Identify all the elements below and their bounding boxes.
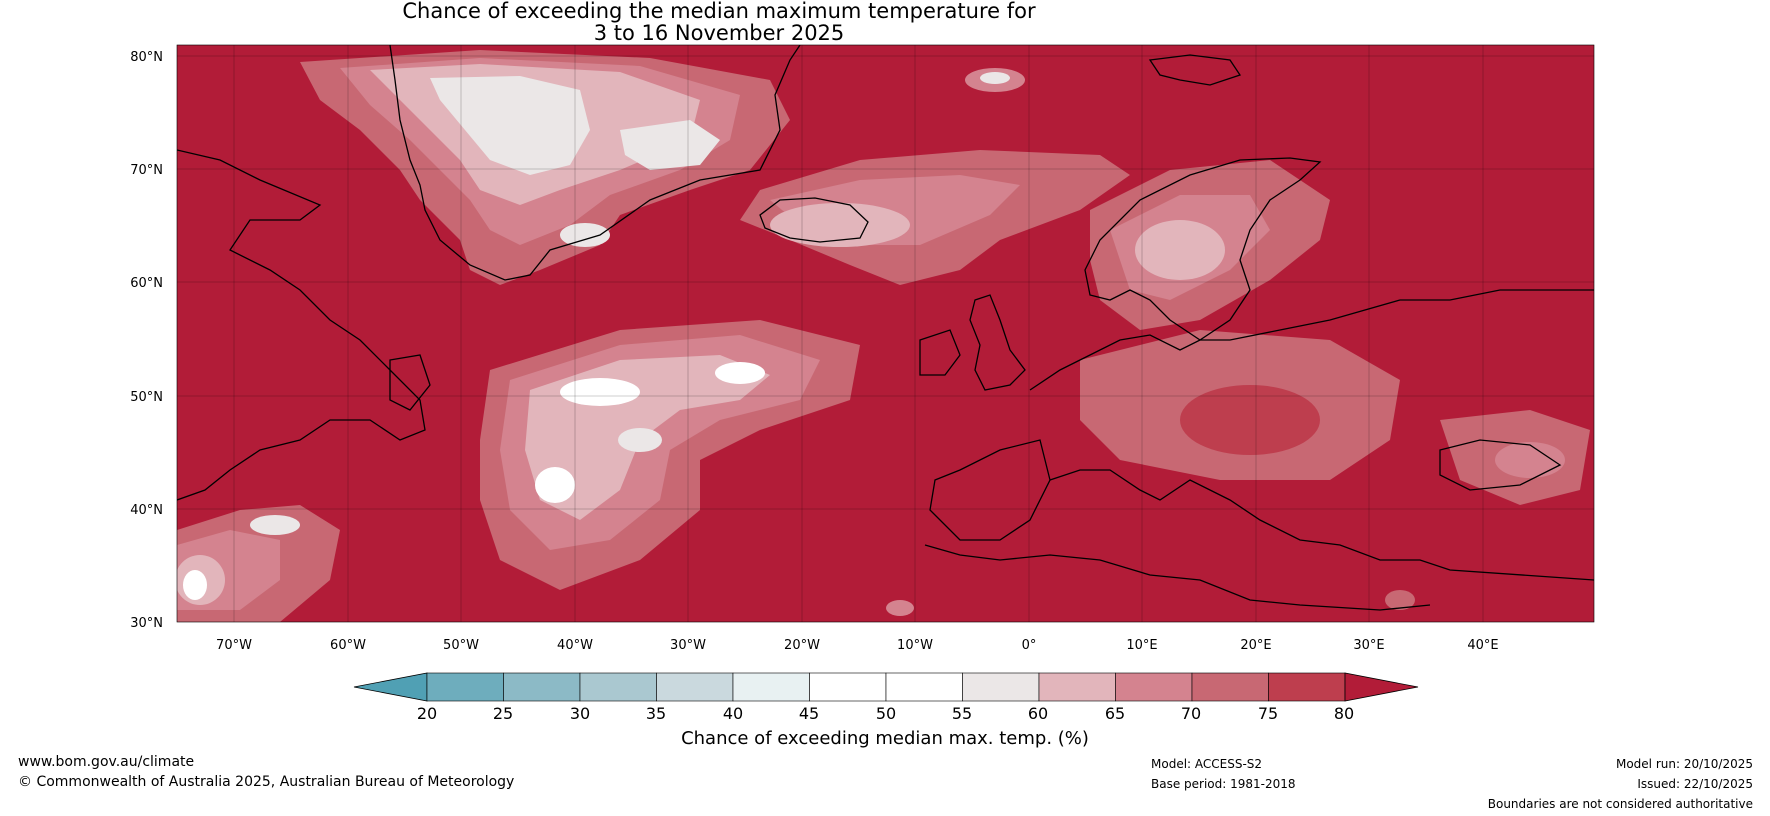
colorbar-tick: 65: [1105, 704, 1125, 723]
colorbar-tick-labels: 20 25 30 35 40 45 50 55 60 65 70 75 80: [417, 704, 1354, 723]
colorbar-cell: [885, 672, 963, 702]
lat-label: 50°N: [130, 390, 163, 405]
colorbar-cell: [579, 672, 657, 702]
lon-label: 20°E: [1240, 638, 1271, 653]
map-frame: [176, 44, 1595, 623]
colorbar-tick: 60: [1028, 704, 1048, 723]
africa-coast: [924, 544, 1431, 611]
lat-label: 80°N: [130, 50, 163, 65]
graticule: [177, 45, 1594, 622]
latitude-labels: 80°N 70°N 60°N 50°N 40°N 30°N: [130, 50, 163, 631]
footer-website: www.bom.gov.au/climate: [18, 754, 195, 770]
colorbar-tick: 80: [1334, 704, 1354, 723]
svalbard-coast: [1148, 54, 1242, 86]
colorbar-title: Chance of exceeding median max. temp. (%…: [681, 728, 1089, 749]
footer-copyright: © Commonwealth of Australia 2025, Austra…: [18, 774, 515, 790]
colorbar-tick: 55: [952, 704, 972, 723]
map-title-line1: Chance of exceeding the median maximum t…: [402, 0, 1036, 23]
lon-label: 70°W: [216, 638, 252, 653]
colorbar-cell: [1268, 672, 1346, 702]
newfoundland-coast: [389, 354, 431, 411]
colorbar-extend-low: [353, 672, 428, 702]
colorbar-cell: [1191, 672, 1269, 702]
footer-model-run: Model run: 20/10/2025: [1615, 757, 1753, 771]
colorbar-cell: [656, 672, 734, 702]
lon-label: 50°W: [443, 638, 479, 653]
lon-label: 10°W: [897, 638, 933, 653]
colorbar-cell: [962, 672, 1040, 702]
colorbar-tick: 45: [799, 704, 819, 723]
colorbar-cell: [809, 672, 887, 702]
europe-coast: [1029, 289, 1594, 391]
map-title-line2: 3 to 16 November 2025: [593, 21, 845, 45]
colorbar-cell: [426, 672, 504, 702]
black-sea-coast: [1439, 439, 1562, 491]
colorbar-cell: [1038, 672, 1116, 702]
colorbar-cell: [732, 672, 810, 702]
lat-label: 70°N: [130, 163, 163, 178]
lat-label: 60°N: [130, 276, 163, 291]
canada-coast: [177, 149, 426, 501]
colorbar-cell: [503, 672, 581, 702]
colorbar-tick: 30: [570, 704, 590, 723]
colorbar-tick: 35: [646, 704, 666, 723]
lon-label: 20°W: [784, 638, 820, 653]
greenland-patch-white2: [620, 120, 720, 170]
footer-disclaimer: Boundaries are not considered authoritat…: [1487, 797, 1753, 811]
colorbar-tick: 70: [1181, 704, 1201, 723]
colorbar-cell: [1115, 672, 1193, 702]
britain-coast: [969, 294, 1026, 391]
lon-label: 30°E: [1353, 638, 1384, 653]
colorbar-tick: 25: [493, 704, 513, 723]
iberia-coast: [929, 439, 1051, 541]
lon-label: 40°E: [1467, 638, 1498, 653]
colorbar-tick: 20: [417, 704, 437, 723]
ireland-coast: [919, 329, 961, 376]
probability-patches: [177, 50, 1590, 622]
coastlines: [177, 45, 1594, 611]
colorbar-tick: 75: [1258, 704, 1278, 723]
lat-label: 40°N: [130, 503, 163, 518]
colorbar-extend-high: [1344, 672, 1419, 702]
lon-label: 40°W: [557, 638, 593, 653]
scandinavia-coast: [1084, 157, 1322, 341]
mediterranean-coast: [1049, 469, 1594, 581]
lon-label: 60°W: [330, 638, 366, 653]
longitude-labels: 70°W 60°W 50°W 40°W 30°W 20°W 10°W 0° 10…: [216, 638, 1499, 653]
lon-label: 10°E: [1126, 638, 1157, 653]
lon-label: 0°: [1022, 638, 1037, 653]
lat-label: 30°N: [130, 616, 163, 631]
lon-label: 30°W: [670, 638, 706, 653]
footer-issued: Issued: 22/10/2025: [1637, 777, 1753, 791]
greenland-patch-white: [430, 76, 590, 175]
greenland-coast: [389, 45, 801, 281]
footer-model: Model: ACCESS-S2: [1151, 757, 1263, 771]
colorbar-tick: 50: [876, 704, 896, 723]
footer-base-period: Base period: 1981-2018: [1151, 777, 1296, 791]
iceland-coast: [759, 197, 869, 243]
colorbar-tick: 40: [723, 704, 743, 723]
colorbar: [353, 672, 1419, 702]
